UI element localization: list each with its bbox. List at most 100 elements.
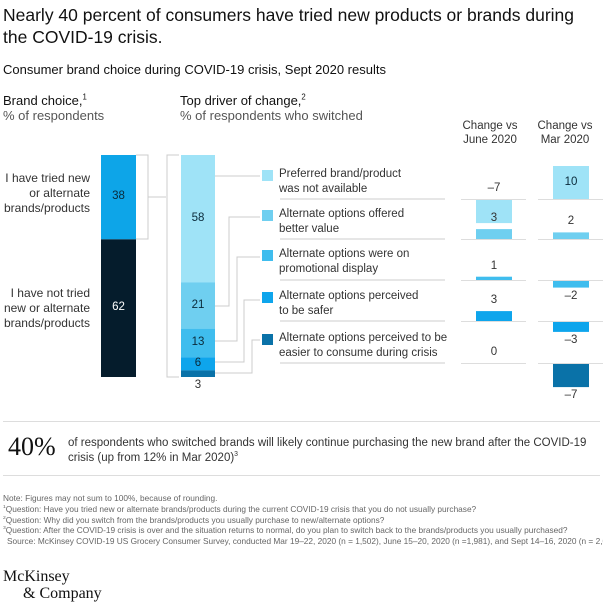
- footnote: 1Question: Have you tried new or alterna…: [3, 504, 603, 515]
- change-value: 2: [567, 215, 575, 228]
- change-value: 3: [490, 212, 498, 225]
- change-bar: [476, 276, 512, 280]
- change-value: 3: [490, 294, 498, 307]
- col-header-june-line1: Change vs: [462, 120, 518, 132]
- bracket-tried: [136, 154, 149, 240]
- change-bar: [553, 364, 589, 388]
- row-label-line: or alternate: [29, 186, 90, 200]
- legend-swatch: [262, 250, 273, 261]
- change-june-bars: [476, 200, 512, 321]
- chart-title: Nearly 40 percent of consumers have trie…: [3, 5, 574, 47]
- driver-value: 58: [191, 211, 205, 224]
- col-header-mar-line1: Change vs: [537, 120, 593, 132]
- footnote-marker: 1: [3, 504, 6, 511]
- change-bar: [553, 166, 589, 199]
- driver-value: 13: [191, 335, 205, 348]
- legend-label-line: Alternate options perceived: [279, 290, 419, 302]
- driver-bars: [181, 155, 215, 377]
- footnote: 3Question: After the COVID-19 crisis is …: [3, 525, 603, 536]
- legend-label-line: to be safer: [279, 305, 334, 317]
- change-value: –7: [564, 389, 578, 402]
- legend-label: Alternate options perceived to be safer: [279, 289, 418, 319]
- legend-label: Preferred brand/product was not available: [279, 167, 401, 197]
- col-header-mar-line2: Mar 2020: [540, 134, 590, 146]
- divider-top: [3, 421, 600, 422]
- change-bar: [553, 281, 589, 288]
- row-label-tried: I have tried new or alternate brands/pro…: [0, 171, 90, 216]
- callout-stat: 40%: [8, 432, 56, 461]
- brand-choice-title: Brand choice,: [3, 93, 83, 108]
- footnote-ref: 2: [301, 92, 306, 102]
- driver-segment: [181, 370, 215, 377]
- brand-choice-value: 62: [112, 301, 125, 314]
- brand-choice-value: 38: [112, 190, 125, 203]
- footnotes: Note: Figures may not sum to 100%, becau…: [3, 493, 603, 547]
- footnote: Note: Figures may not sum to 100%, becau…: [3, 493, 603, 504]
- footnote-ref: 3: [234, 451, 239, 459]
- callout-text-line: crisis (up from 12% in Mar 2020): [68, 452, 235, 464]
- driver-unit: % of respondents who switched: [180, 108, 363, 123]
- driver-value: 21: [191, 298, 205, 311]
- driver-segment: [181, 155, 215, 283]
- footnote: Source: McKinsey COVID-19 US Grocery Con…: [3, 536, 603, 547]
- legend-swatch: [262, 210, 273, 221]
- legend-connector-2: [215, 216, 260, 307]
- legend-label: Alternate options were on promotional dis…: [279, 247, 409, 277]
- footnote-text: Question: After the COVID-19 crisis is o…: [5, 525, 568, 536]
- change-bar: [476, 200, 512, 224]
- legend-label-line: Preferred brand/product: [279, 168, 402, 180]
- change-bar: [476, 311, 512, 321]
- driver-segment: [181, 328, 215, 358]
- legend-connector-3: [215, 256, 260, 342]
- legend-label-line: Alternate options were on: [279, 248, 410, 260]
- legend-label: Alternate options offered better value: [279, 207, 404, 237]
- footnote-text: Note: Figures may not sum to 100%, becau…: [3, 493, 218, 503]
- change-value: 1: [490, 259, 498, 272]
- footnote-text: Question: Why did you switch from the br…: [5, 514, 385, 525]
- logo-line-2: & Company: [23, 585, 102, 602]
- footnote-text: Source: McKinsey COVID-19 US Grocery Con…: [7, 536, 603, 547]
- row-label-line: brands/products: [3, 316, 90, 330]
- driver-title: Top driver of change,: [180, 93, 302, 108]
- driver-value: 3: [194, 379, 202, 391]
- brand-choice-segment: [101, 155, 136, 240]
- driver-segment: [181, 282, 215, 329]
- legend-connector-4: [215, 299, 260, 363]
- driver-segment: [181, 357, 215, 371]
- mckinsey-logo: McKinsey & Company: [3, 568, 102, 602]
- divider-bottom: [3, 475, 600, 476]
- footnote-ref: 1: [82, 92, 87, 102]
- connector-lines: [101, 154, 603, 388]
- row-label-line: brands/products: [3, 201, 90, 215]
- driver-value: 6: [194, 356, 202, 369]
- logo-line-1: McKinsey: [3, 568, 70, 585]
- legend-label-line: was not available: [279, 183, 368, 195]
- col-header-june-line2: June 2020: [463, 134, 517, 146]
- legend-swatch: [262, 292, 273, 303]
- footnote-marker: 3: [3, 525, 6, 532]
- footnote: 2Question: Why did you switch from the b…: [3, 515, 603, 526]
- row-label-line: I have tried new: [5, 171, 90, 185]
- change-bar: [476, 229, 512, 239]
- change-value: 0: [490, 346, 498, 358]
- change-bar: [553, 322, 589, 332]
- change-value: –3: [564, 333, 578, 346]
- callout-text: of respondents who switched brands will …: [68, 436, 598, 466]
- legend-label-line: promotional display: [279, 263, 379, 275]
- legend-label-line: better value: [279, 223, 340, 235]
- driver-header: Top driver of change,2 % of respondents …: [180, 93, 363, 123]
- col-header-june: Change vs June 2020: [455, 119, 525, 147]
- legend-connector-5: [215, 339, 260, 374]
- legend-swatch: [262, 334, 273, 345]
- brand-choice-unit: % of respondents: [3, 108, 105, 123]
- brand-choice-bars: [101, 155, 136, 377]
- legend-swatch: [262, 170, 273, 181]
- chart-subtitle: Consumer brand choice during COVID-19 cr…: [3, 62, 386, 77]
- change-value: –2: [564, 289, 578, 302]
- bracket-driver: [166, 154, 179, 378]
- footnote-marker: 2: [3, 514, 6, 521]
- row-label-line: I have not tried: [10, 286, 90, 300]
- col-header-mar: Change vs Mar 2020: [530, 119, 600, 147]
- legend-label-line: Alternate options offered: [279, 208, 405, 220]
- legend-label-line: easier to consume during crisis: [279, 347, 438, 359]
